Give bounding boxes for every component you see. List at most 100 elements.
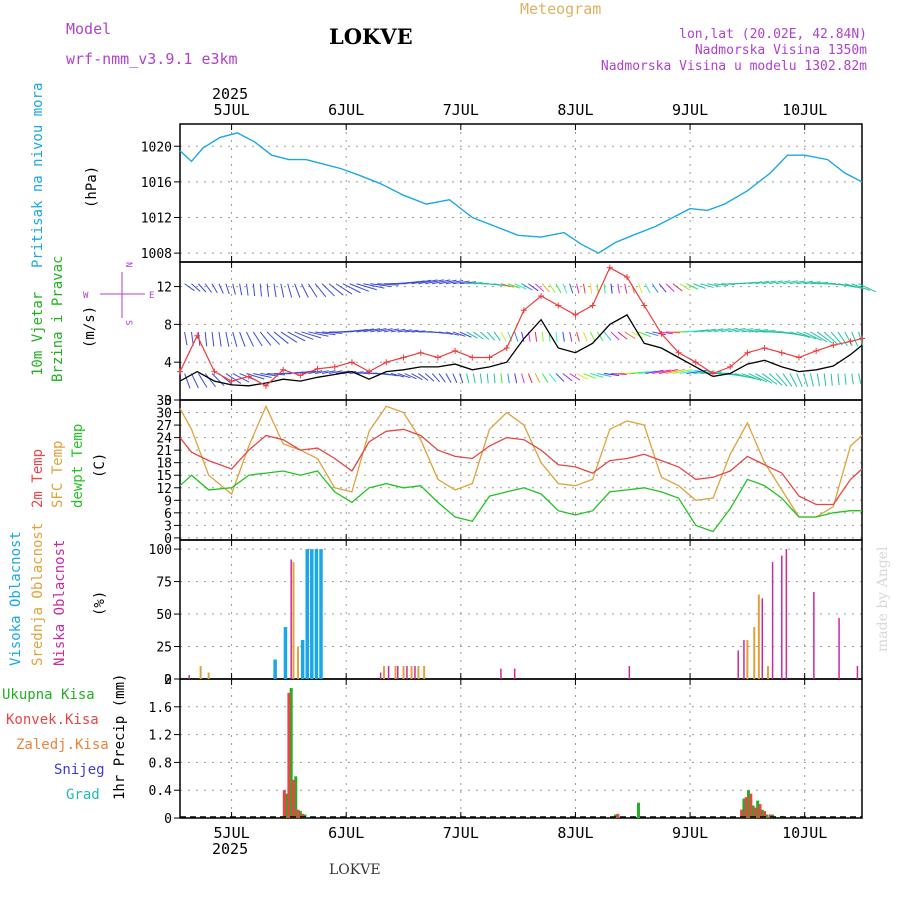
wind-arrow (204, 331, 208, 347)
wind-arrow (184, 331, 188, 346)
y-tick-label: 15 (156, 469, 172, 484)
y-tick-label: 9 (164, 494, 172, 509)
wind-arrow (686, 283, 699, 290)
wind-arrow (225, 373, 242, 384)
wind-arrow (452, 373, 458, 384)
wind-arrow (796, 373, 803, 387)
wind-arrow (830, 331, 843, 346)
wind-arrow (755, 330, 776, 333)
wind-arrow (294, 331, 314, 340)
x-tick-label-top: 8JUL (557, 101, 593, 119)
wind-arrow (789, 373, 798, 387)
wind-arrow (514, 283, 527, 290)
wind-arrow (596, 331, 604, 342)
wind-arrow (768, 373, 783, 386)
wind-arrow (424, 373, 435, 382)
wind-arrow (583, 373, 596, 379)
wind-arrow (486, 373, 489, 384)
wind-arrow (569, 331, 573, 342)
wind-arrow (438, 373, 446, 383)
wind-label-2: Brzina i Pravac (50, 256, 66, 382)
altitude-text: Nadmorska Visina 1350m (695, 43, 867, 58)
model-name: wrf-nmm_v3.9.1 e3km (66, 50, 238, 68)
dewpt-line (179, 470, 862, 533)
wind-arrow (658, 283, 667, 293)
cloud-bar (394, 666, 397, 679)
gust-marker (795, 354, 802, 361)
y-tick-label: 25 (156, 641, 172, 656)
precip-bar (765, 814, 769, 818)
wind-arrow (246, 331, 255, 347)
wind-arrow (858, 373, 862, 384)
gust-marker (452, 347, 459, 354)
wind-arrow (803, 373, 809, 387)
wind-arrow (500, 331, 507, 342)
y-tick-label: 0 (164, 812, 172, 827)
wind-arrow (211, 283, 218, 294)
wind-arrow (452, 331, 466, 337)
wind-arrow (659, 369, 679, 375)
wind-arrow (349, 371, 364, 375)
x-tick-label-top: 6JUL (328, 101, 364, 119)
wind-arrow (775, 373, 788, 387)
wind-arrow (672, 368, 693, 375)
wind-arrow (555, 331, 558, 342)
wind-arrow (748, 281, 763, 285)
wind-arrow (356, 371, 371, 375)
wind-arrow (638, 331, 651, 338)
wind-arrow (638, 370, 657, 375)
wind-arrow (617, 331, 628, 340)
wind-arrow (204, 373, 216, 388)
wind-arrow (390, 328, 406, 333)
wind-arrow (211, 331, 215, 347)
y-tick-label: 12 (156, 281, 172, 296)
plot-layer: 1008101210161020048120369121518212427303… (141, 101, 877, 842)
gust-marker (624, 274, 631, 281)
cloud-bar (283, 627, 288, 679)
wind-arrow (445, 373, 452, 383)
wind-arrow (493, 331, 501, 342)
model-altitude-text: Nadmorska Visina u modelu 1302.82m (601, 59, 867, 74)
cloud-bar (423, 666, 426, 679)
gust-marker (572, 311, 579, 318)
x-tick-label-bottom: 9JUL (672, 824, 708, 842)
wind-arrow (858, 283, 877, 293)
wind-arrow (707, 328, 724, 333)
wind-arrow (218, 283, 224, 294)
wind-arrow (328, 283, 344, 296)
wind-arrow (266, 331, 281, 345)
wind-arrow (589, 283, 593, 294)
wind-arrow (651, 283, 659, 293)
sfc-temp-line (179, 404, 863, 518)
wind-arrow (589, 331, 596, 342)
wind-arrow (486, 331, 495, 341)
compass-east: E (149, 291, 154, 301)
precip-bar (298, 811, 302, 818)
wind-arrow (411, 330, 426, 333)
wind-arrow (837, 331, 848, 346)
wind-arrow (576, 331, 580, 342)
wind-arrow (459, 281, 477, 285)
wind-arrow (273, 283, 277, 298)
wind-arrow (534, 283, 545, 292)
gust-marker (366, 368, 373, 375)
pressure-unit: (hPa) (84, 166, 100, 208)
wind-arrow (315, 370, 329, 375)
wind-arrow (466, 373, 470, 384)
wind-arrow (816, 373, 820, 387)
y-tick-label: 0.4 (149, 784, 173, 799)
panel-frame (179, 123, 863, 263)
wind-arrow (693, 329, 709, 333)
precip-bar (740, 809, 744, 818)
precip-bar (756, 800, 760, 818)
x-tick-label-top: 5JUL (214, 101, 250, 119)
wind-arrow (548, 283, 556, 293)
compass-west: W (83, 291, 89, 301)
precip-bar (289, 688, 293, 818)
cloud-bar (628, 666, 631, 679)
wind-arrow (191, 283, 201, 292)
wind-arrow (775, 280, 791, 285)
wind-unit: (m/s) (82, 306, 98, 348)
wind-arrow (315, 331, 336, 336)
cloud-bar (314, 549, 319, 679)
